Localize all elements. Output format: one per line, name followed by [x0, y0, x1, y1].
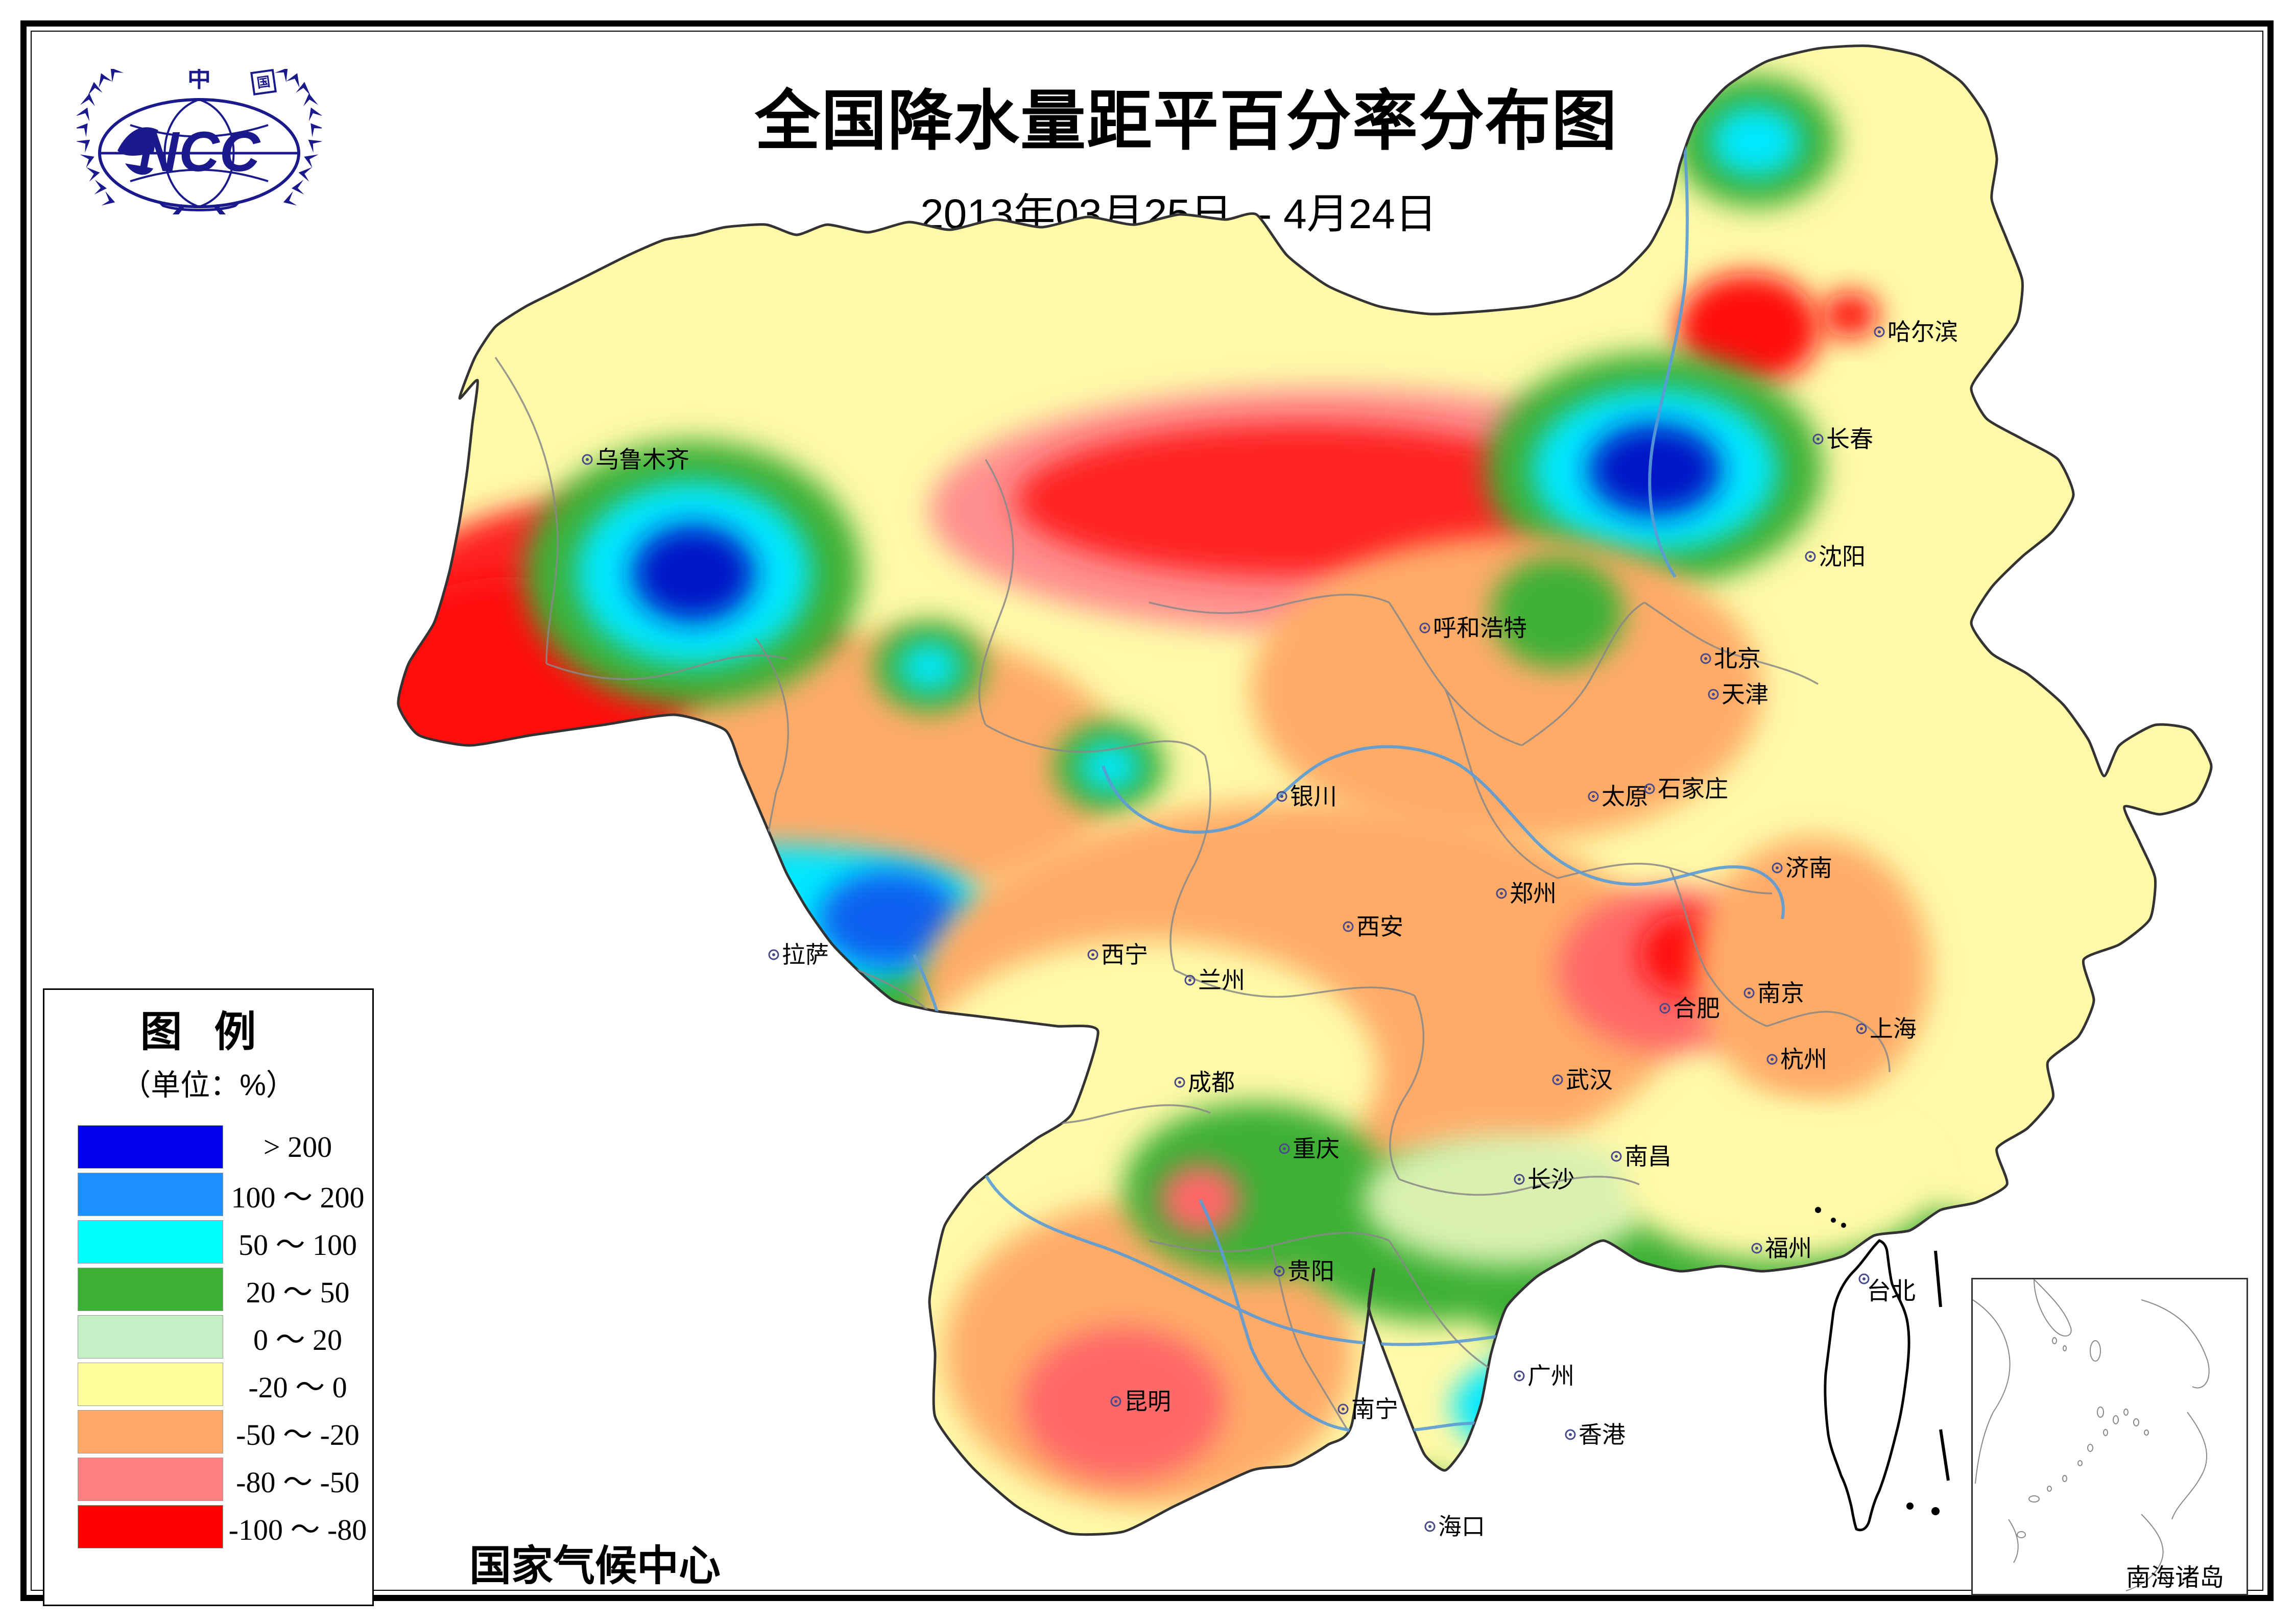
svg-text:南宁: 南宁 [1351, 1396, 1398, 1422]
svg-text:银川: 银川 [1290, 783, 1337, 810]
svg-text:拉萨: 拉萨 [782, 941, 829, 968]
svg-text:南昌: 南昌 [1624, 1143, 1671, 1170]
svg-text:太原: 太原 [1602, 783, 1648, 810]
svg-text:北京: 北京 [1714, 645, 1761, 672]
svg-text:上海: 上海 [1870, 1015, 1917, 1042]
svg-text:济南: 济南 [1785, 855, 1832, 881]
svg-text:哈尔滨: 哈尔滨 [1887, 319, 1958, 345]
svg-text:西安: 西安 [1356, 913, 1403, 940]
svg-text:西宁: 西宁 [1101, 941, 1148, 968]
svg-text:石家庄: 石家庄 [1658, 775, 1728, 802]
svg-text:香港: 香港 [1579, 1421, 1626, 1448]
svg-text:贵阳: 贵阳 [1287, 1258, 1334, 1284]
svg-text:郑州: 郑州 [1510, 880, 1557, 907]
svg-text:兰州: 兰州 [1198, 967, 1245, 993]
svg-text:沈阳: 沈阳 [1819, 543, 1866, 570]
svg-text:海口: 海口 [1438, 1513, 1485, 1540]
svg-text:重庆: 重庆 [1293, 1135, 1340, 1162]
svg-text:南京: 南京 [1757, 980, 1804, 1006]
svg-text:合肥: 合肥 [1673, 995, 1720, 1022]
svg-text:武汉: 武汉 [1566, 1066, 1613, 1093]
svg-text:昆明: 昆明 [1124, 1388, 1171, 1415]
svg-text:福州: 福州 [1765, 1235, 1812, 1262]
svg-text:天津: 天津 [1722, 681, 1769, 708]
svg-text:长沙: 长沙 [1527, 1166, 1574, 1193]
svg-text:呼和浩特: 呼和浩特 [1433, 615, 1527, 641]
svg-text:广州: 广州 [1527, 1363, 1574, 1389]
svg-text:乌鲁木齐: 乌鲁木齐 [595, 446, 689, 473]
svg-text:成都: 成都 [1188, 1069, 1235, 1096]
svg-text:台北: 台北 [1867, 1278, 1916, 1305]
svg-text:长春: 长春 [1826, 426, 1873, 452]
svg-text:杭州: 杭州 [1780, 1046, 1827, 1073]
